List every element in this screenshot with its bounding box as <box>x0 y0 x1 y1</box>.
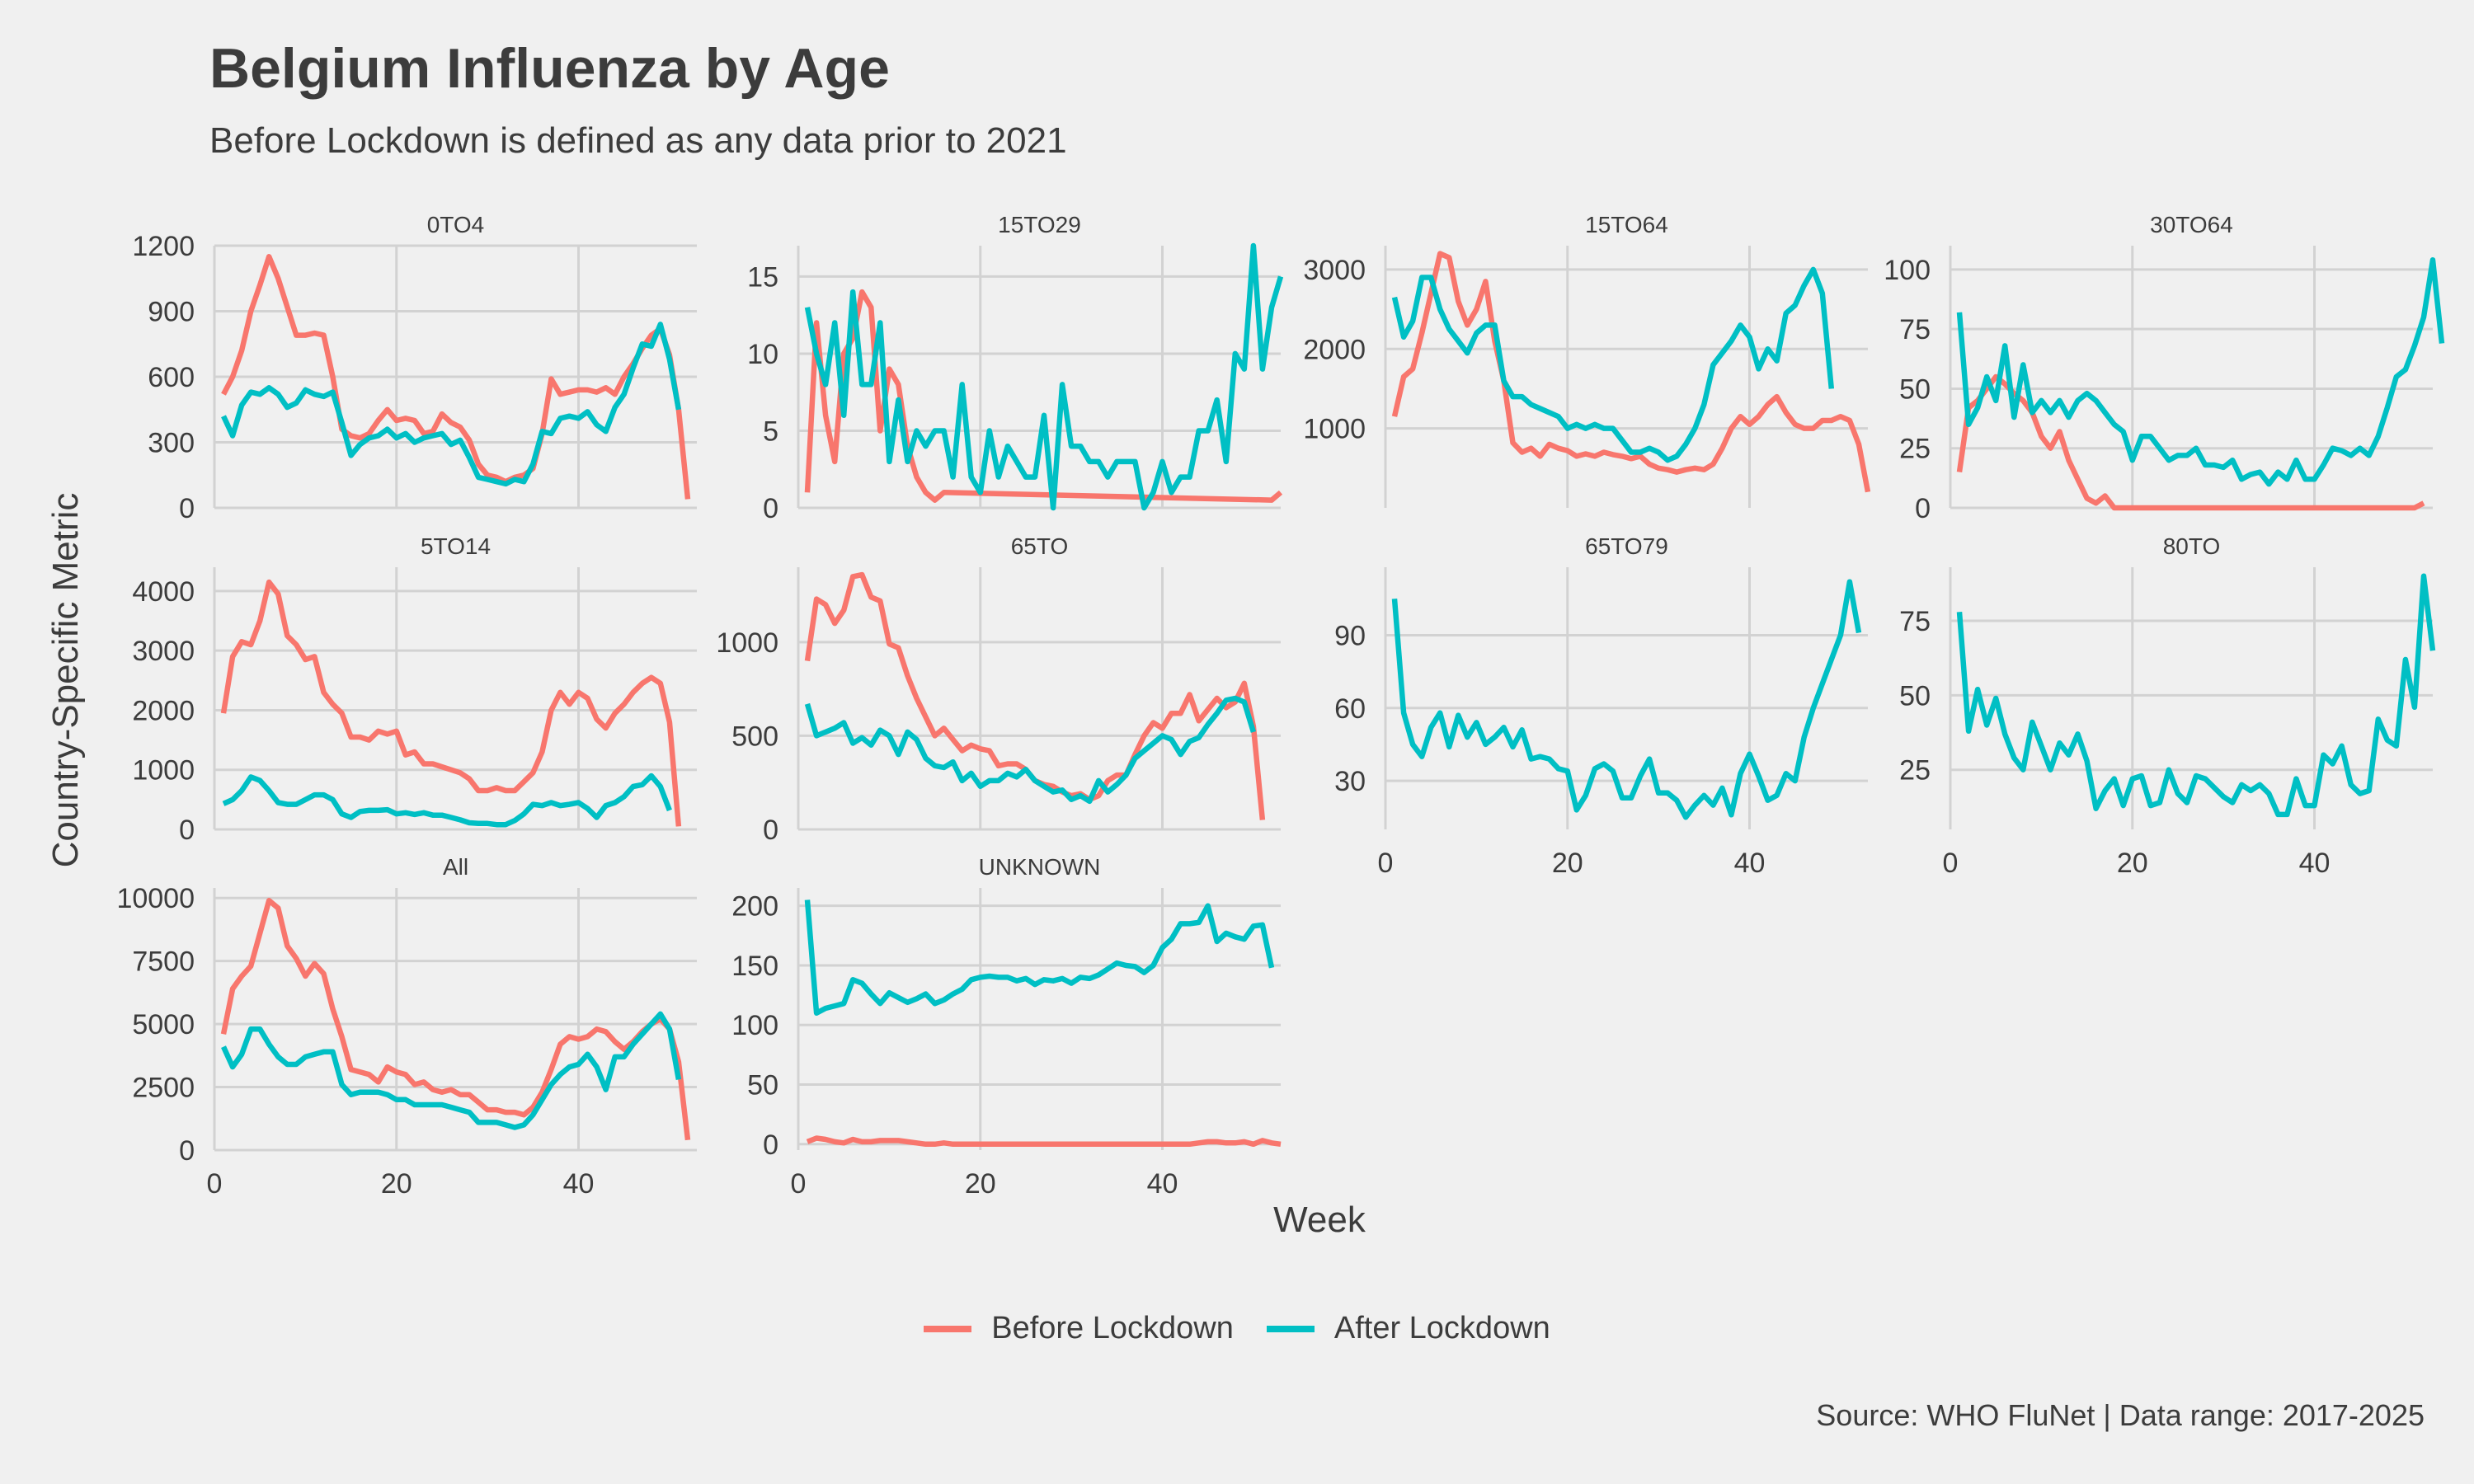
y-tick-label: 2000 <box>132 695 195 726</box>
panel-label-all: All <box>443 854 468 880</box>
y-tick-label: 2500 <box>132 1073 195 1104</box>
x-tick-label: 40 <box>563 1168 595 1200</box>
y-tick-label: 50 <box>1899 373 1931 405</box>
x-tick-label: 40 <box>2299 848 2331 879</box>
panel-label-80to: 80TO <box>2163 533 2221 559</box>
legend-item-after: After Lockdown <box>1266 1311 1550 1346</box>
y-tick-label: 100 <box>1884 255 1931 286</box>
x-tick-label: 40 <box>1147 1168 1178 1200</box>
panel-label-65to79: 65TO79 <box>1585 533 1668 559</box>
y-tick-label: 90 <box>1334 620 1366 651</box>
y-tick-label: 900 <box>148 297 195 328</box>
y-tick-label: 300 <box>148 428 195 459</box>
y-tick-label: 0 <box>179 493 195 524</box>
series-line-after-all <box>221 1011 682 1130</box>
y-tick-label: 10 <box>747 339 778 370</box>
y-tick-label: 600 <box>148 362 195 393</box>
series-line-after-unknown <box>804 899 1275 1017</box>
y-tick-label: 25 <box>1899 755 1931 787</box>
x-axis-title: Week <box>1273 1200 1366 1240</box>
series-line-before-all <box>220 898 691 1141</box>
chart-caption: Source: WHO FluNet | Data range: 2017-20… <box>1816 1398 2425 1432</box>
panel-label-5to14: 5TO14 <box>421 533 491 559</box>
x-tick-label: 40 <box>1734 848 1766 879</box>
x-tick-label: 20 <box>1552 848 1583 879</box>
series-line-after-5to14 <box>222 773 672 828</box>
y-tick-label: 7500 <box>132 946 195 978</box>
y-tick-label: 100 <box>731 1010 778 1041</box>
panel-label-65to: 65TO <box>1011 533 1069 559</box>
x-tick-label: 0 <box>1378 848 1394 879</box>
chart-subtitle: Before Lockdown is defined as any data p… <box>209 120 1067 161</box>
series-line-before-unknown <box>806 1135 1282 1148</box>
series-line-after-0to4 <box>221 322 682 487</box>
series-line-after-15to64 <box>1391 266 1835 463</box>
y-tick-label: 500 <box>731 721 778 752</box>
panel-label-15to29: 15TO29 <box>998 212 1081 237</box>
panel-label-unknown: UNKNOWN <box>979 854 1101 880</box>
y-tick-label: 3000 <box>1303 255 1366 286</box>
legend: Before Lockdown After Lockdown <box>0 1311 2474 1346</box>
y-tick-label: 25 <box>1899 434 1931 465</box>
series-line-after-65to79 <box>1391 579 1862 820</box>
y-tick-label: 0 <box>763 815 778 846</box>
x-tick-label: 0 <box>207 1168 223 1200</box>
x-tick-label: 20 <box>2117 848 2148 879</box>
panel-label-0to4: 0TO4 <box>427 212 485 237</box>
y-tick-label: 75 <box>1899 314 1931 345</box>
y-tick-label: 1200 <box>132 231 195 262</box>
series-line-before-0to4 <box>221 254 691 500</box>
legend-item-before: Before Lockdown <box>924 1311 1234 1346</box>
y-tick-label: 15 <box>747 261 778 293</box>
y-tick-label: 4000 <box>132 576 195 608</box>
y-tick-label: 1000 <box>1303 414 1366 445</box>
panel-label-30to64: 30TO64 <box>2150 212 2233 237</box>
legend-key-before <box>924 1325 972 1332</box>
y-tick-label: 0 <box>1915 493 1931 524</box>
chart-title: Belgium Influenza by Age <box>209 37 890 100</box>
y-tick-label: 10000 <box>116 883 195 914</box>
y-tick-label: 30 <box>1334 766 1366 797</box>
y-tick-label: 0 <box>179 1135 195 1167</box>
legend-label-after: After Lockdown <box>1333 1311 1550 1345</box>
y-tick-label: 0 <box>763 493 778 524</box>
legend-label-before: Before Lockdown <box>991 1311 1234 1345</box>
y-tick-label: 75 <box>1899 606 1931 637</box>
y-tick-label: 3000 <box>132 636 195 667</box>
y-tick-label: 2000 <box>1303 334 1366 365</box>
y-tick-label: 0 <box>763 1129 778 1161</box>
y-tick-label: 50 <box>747 1070 778 1101</box>
series-line-before-15to64 <box>1391 251 1871 493</box>
y-tick-label: 50 <box>1899 680 1931 711</box>
series-line-after-30to64 <box>1956 257 2445 487</box>
series-line-before-5to14 <box>220 579 682 827</box>
panel-label-15to64: 15TO64 <box>1585 212 1668 237</box>
series-line-after-15to29 <box>804 242 1284 511</box>
x-tick-label: 0 <box>1943 848 1959 879</box>
y-tick-label: 200 <box>731 891 778 923</box>
y-axis-title: Country-Specific Metric <box>45 493 86 868</box>
y-tick-label: 0 <box>179 815 195 846</box>
y-tick-label: 60 <box>1334 693 1366 725</box>
y-tick-label: 150 <box>731 951 778 982</box>
x-tick-label: 20 <box>381 1168 412 1200</box>
y-tick-label: 1000 <box>132 755 195 787</box>
x-tick-label: 0 <box>791 1168 807 1200</box>
y-tick-label: 5000 <box>132 1009 195 1040</box>
series-line-after-65to <box>804 695 1257 805</box>
x-tick-label: 20 <box>965 1168 996 1200</box>
legend-key-after <box>1266 1325 1315 1332</box>
y-tick-label: 5 <box>763 416 778 447</box>
series-line-after-80to <box>1956 573 2436 818</box>
y-tick-label: 1000 <box>716 627 778 659</box>
